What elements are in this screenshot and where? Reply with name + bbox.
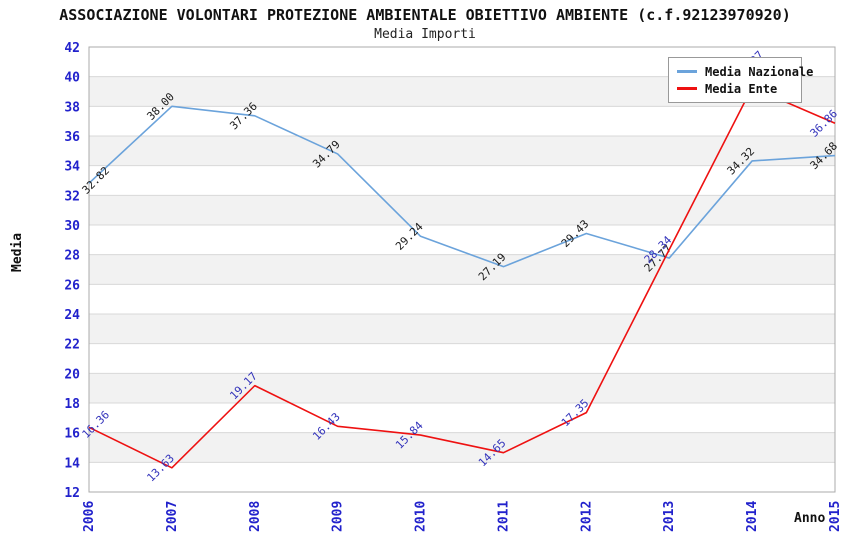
y-tick-label: 26 (64, 278, 80, 293)
legend-label: Media Nazionale (705, 64, 814, 79)
y-tick-label: 36 (64, 130, 80, 145)
x-tick-label: 2006 (82, 501, 97, 532)
legend-label: Media Ente (705, 81, 778, 96)
legend-item-media-ente: Media Ente (677, 80, 795, 97)
y-tick-label: 24 (64, 308, 80, 323)
x-tick-label: 2007 (165, 501, 180, 532)
x-tick-label: 2013 (662, 501, 677, 532)
chart-title: ASSOCIAZIONE VOLONTARI PROTEZIONE AMBIEN… (59, 6, 791, 24)
x-tick-label: 2010 (414, 501, 429, 532)
y-tick-label: 22 (64, 338, 80, 353)
y-tick-label: 20 (64, 367, 80, 382)
y-tick-label: 28 (64, 249, 80, 264)
y-tick-label: 40 (64, 71, 80, 86)
y-tick-label: 18 (64, 397, 80, 412)
x-tick-label: 2014 (745, 501, 760, 532)
y-tick-label: 12 (64, 486, 80, 501)
grid-band (89, 254, 835, 285)
media-ente-line (88, 86, 836, 469)
y-tick-label: 34 (64, 160, 80, 175)
media-nazionale-line (88, 105, 836, 268)
grid-band (89, 136, 835, 166)
media-ente-swatch-icon (677, 87, 697, 90)
grid-band (89, 195, 835, 225)
grid-band (89, 373, 835, 403)
x-tick-label: 2008 (248, 501, 263, 532)
y-tick-label: 42 (64, 41, 80, 56)
media-nazionale-swatch-icon (677, 70, 697, 73)
y-tick-label: 38 (64, 100, 80, 115)
y-tick-label: 30 (64, 219, 80, 234)
legend-box: Media Nazionale Media Ente (668, 57, 813, 103)
grid-band (89, 432, 835, 463)
legend-item-media-nazionale: Media Nazionale (677, 63, 813, 80)
plot-border (88, 46, 836, 493)
chart-subtitle: Media Importi (374, 27, 476, 42)
grid-band (89, 314, 835, 344)
x-tick-label: 2009 (331, 501, 346, 532)
y-tick-label: 14 (64, 456, 80, 471)
y-axis-title: Media (10, 232, 25, 272)
y-tick-label: 16 (64, 427, 80, 442)
x-tick-label: 2012 (579, 501, 594, 532)
x-tick-label: 2011 (496, 501, 511, 532)
x-tick-label: 2015 (828, 501, 843, 532)
y-tick-label: 32 (64, 189, 80, 204)
x-axis-title: Anno (794, 511, 826, 526)
